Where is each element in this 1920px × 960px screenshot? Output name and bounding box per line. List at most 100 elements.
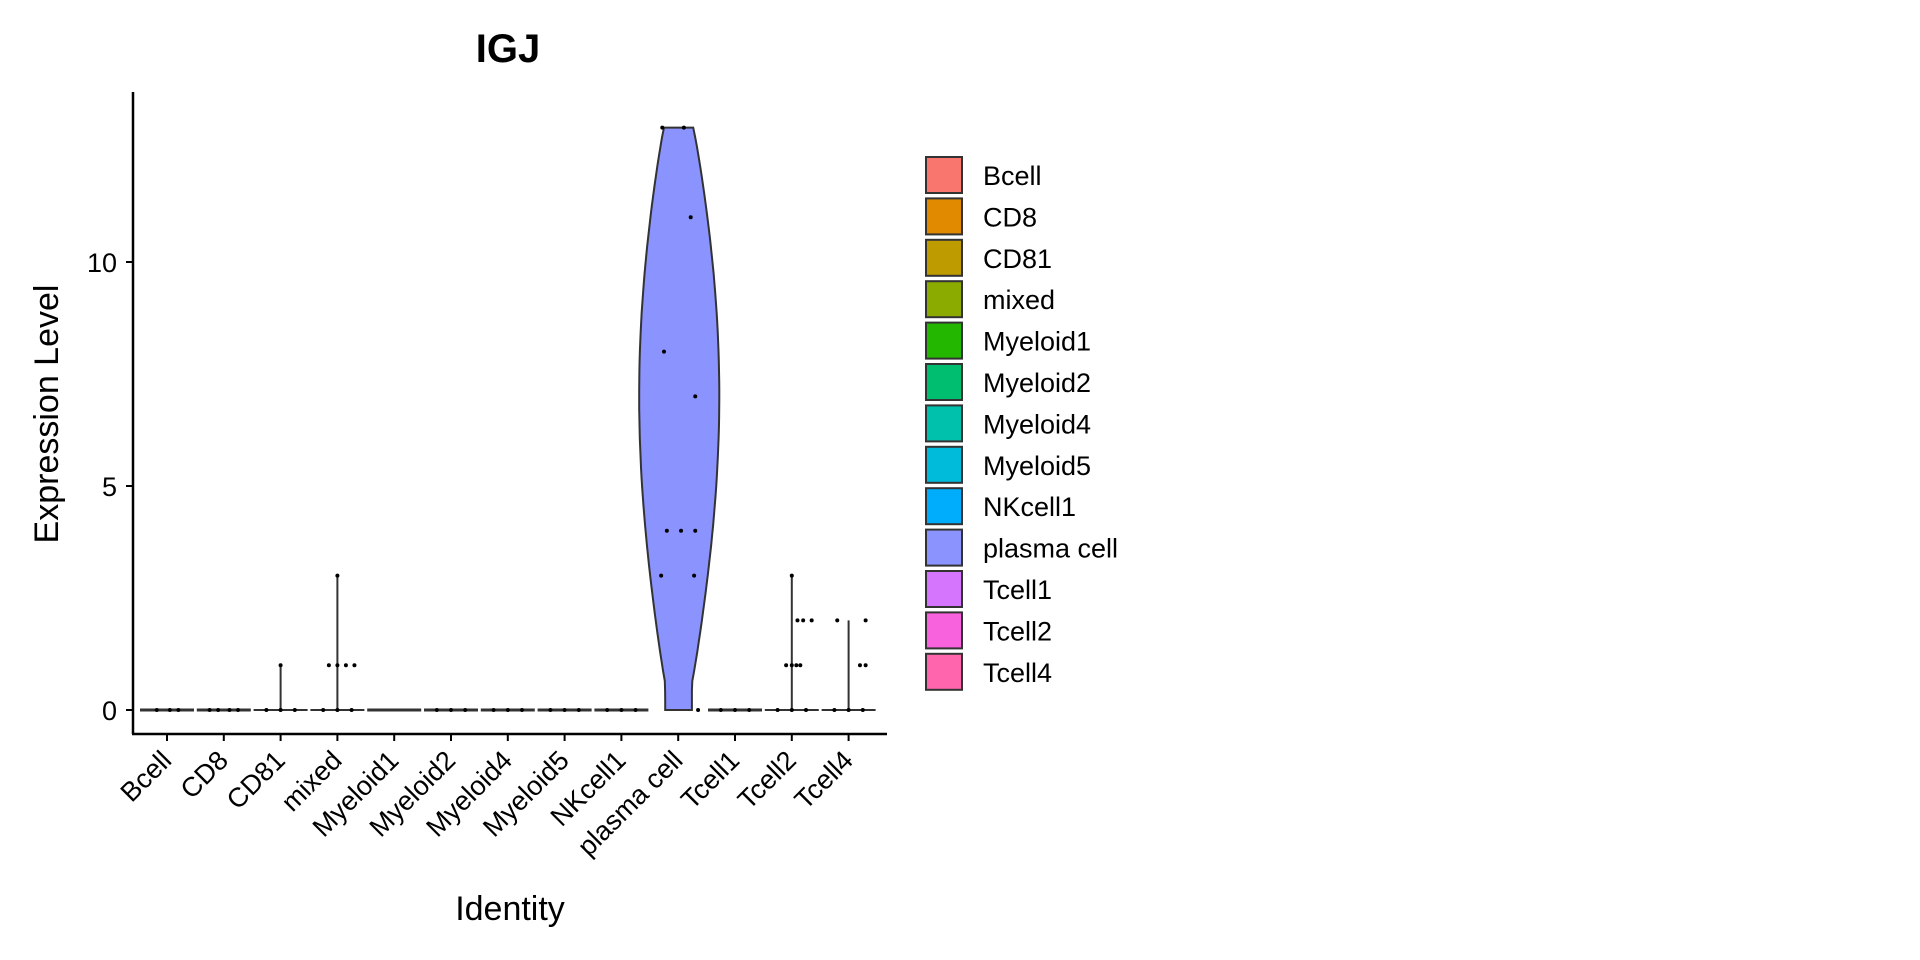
data-point	[795, 618, 800, 623]
legend-item-myeloid2: Myeloid2	[925, 363, 1091, 401]
data-point	[349, 708, 354, 712]
legend-label: Myeloid4	[983, 409, 1091, 439]
data-point	[343, 663, 348, 668]
data-point	[733, 708, 737, 712]
legend-label: Bcell	[983, 161, 1042, 191]
violin-myeloid2	[424, 708, 478, 712]
data-point	[605, 708, 610, 712]
x-tick-label-cd81: CD81	[221, 745, 291, 815]
legend-swatch	[925, 197, 963, 236]
data-point	[292, 708, 297, 712]
data-point	[216, 708, 221, 712]
legend-item-myeloid1: Myeloid1	[925, 321, 1091, 360]
data-point	[278, 708, 283, 712]
legend-swatch	[925, 280, 963, 319]
violin-cd8	[196, 708, 251, 712]
data-point	[335, 573, 340, 578]
data-point	[693, 528, 698, 533]
data-point	[688, 215, 693, 220]
data-point	[207, 708, 212, 712]
data-point	[747, 708, 752, 712]
data-point	[662, 349, 666, 354]
data-point	[434, 708, 439, 712]
legend-label: NKcell1	[983, 492, 1076, 522]
legend-swatch	[925, 321, 963, 360]
data-point	[784, 663, 789, 668]
y-axis-ticks: 0 5 10	[87, 248, 133, 726]
violin-myeloid4	[480, 708, 535, 712]
x-axis-ticks: BcellCD8CD81mixedMyeloid1Myeloid2Myeloid…	[115, 734, 859, 862]
data-point	[548, 708, 553, 712]
x-tick-label-tcell1: Tcell1	[675, 745, 745, 815]
data-point	[335, 663, 340, 668]
legend-label: plasma cell	[983, 534, 1118, 564]
data-point	[167, 708, 172, 712]
data-point	[236, 708, 240, 712]
data-point	[789, 573, 794, 578]
data-point	[660, 125, 665, 130]
data-point	[718, 708, 723, 712]
data-point	[463, 708, 468, 712]
legend-item-plasma-cell: plasma cell	[925, 528, 1118, 567]
data-point	[809, 618, 814, 623]
data-point	[692, 573, 697, 578]
data-point	[681, 125, 686, 130]
data-point	[562, 708, 567, 712]
legend-swatch	[925, 528, 963, 567]
y-tick-label: 0	[102, 696, 117, 726]
data-point	[154, 708, 159, 712]
legend: Bcell CD8 CD81 mixed Myeloid1 Myeloid2 Myeloid…	[925, 156, 1118, 691]
legend-item-tcell1: Tcell1	[925, 570, 1052, 608]
data-point	[794, 663, 799, 668]
data-point	[576, 708, 581, 712]
data-point	[278, 663, 283, 668]
legend-label: Myeloid5	[983, 451, 1091, 481]
violin-tcell2	[764, 573, 819, 712]
data-point	[321, 708, 326, 712]
data-point	[176, 708, 181, 712]
violin-tcell1	[708, 708, 762, 712]
legend-item-bcell: Bcell	[925, 156, 1042, 194]
x-tick-label-tcell2: Tcell2	[732, 745, 802, 815]
legend-item-myeloid5: Myeloid5	[925, 445, 1091, 484]
data-point	[352, 663, 357, 668]
data-point	[326, 663, 331, 668]
data-point	[857, 663, 862, 668]
data-point	[449, 708, 453, 712]
data-point	[227, 708, 232, 712]
violin-mixed	[310, 573, 365, 712]
data-point	[505, 708, 510, 712]
data-point	[659, 573, 664, 578]
data-point	[491, 708, 496, 712]
y-tick-label: 10	[87, 248, 117, 278]
legend-swatch	[925, 611, 963, 650]
chart-title: IGJ	[476, 27, 540, 71]
violin-myeloid5	[537, 708, 592, 712]
legend-item-tcell4: Tcell4	[925, 652, 1052, 691]
data-point	[696, 708, 701, 712]
legend-item-tcell2: Tcell2	[925, 611, 1052, 650]
data-point	[520, 708, 524, 712]
data-point	[619, 708, 624, 712]
legend-swatch	[925, 652, 963, 691]
x-tick-label-bcell: Bcell	[115, 745, 178, 808]
data-point	[832, 708, 837, 712]
data-point	[804, 708, 808, 712]
data-point	[863, 618, 868, 623]
y-tick-label: 5	[102, 472, 117, 502]
data-point	[801, 618, 806, 623]
legend-swatch	[925, 363, 963, 401]
legend-label: CD8	[983, 202, 1037, 232]
legend-item-nkcell1: NKcell1	[925, 487, 1076, 526]
legend-label: Tcell1	[983, 575, 1052, 605]
data-point	[679, 528, 684, 533]
legend-swatch	[925, 156, 963, 194]
violin-tcell4	[821, 618, 876, 712]
data-point	[335, 708, 340, 712]
x-axis-label: Identity	[455, 890, 565, 928]
legend-item-mixed: mixed	[925, 280, 1055, 319]
legend-label: Tcell2	[983, 616, 1052, 646]
legend-label: Myeloid1	[983, 327, 1091, 357]
legend-item-myeloid4: Myeloid4	[925, 404, 1091, 443]
